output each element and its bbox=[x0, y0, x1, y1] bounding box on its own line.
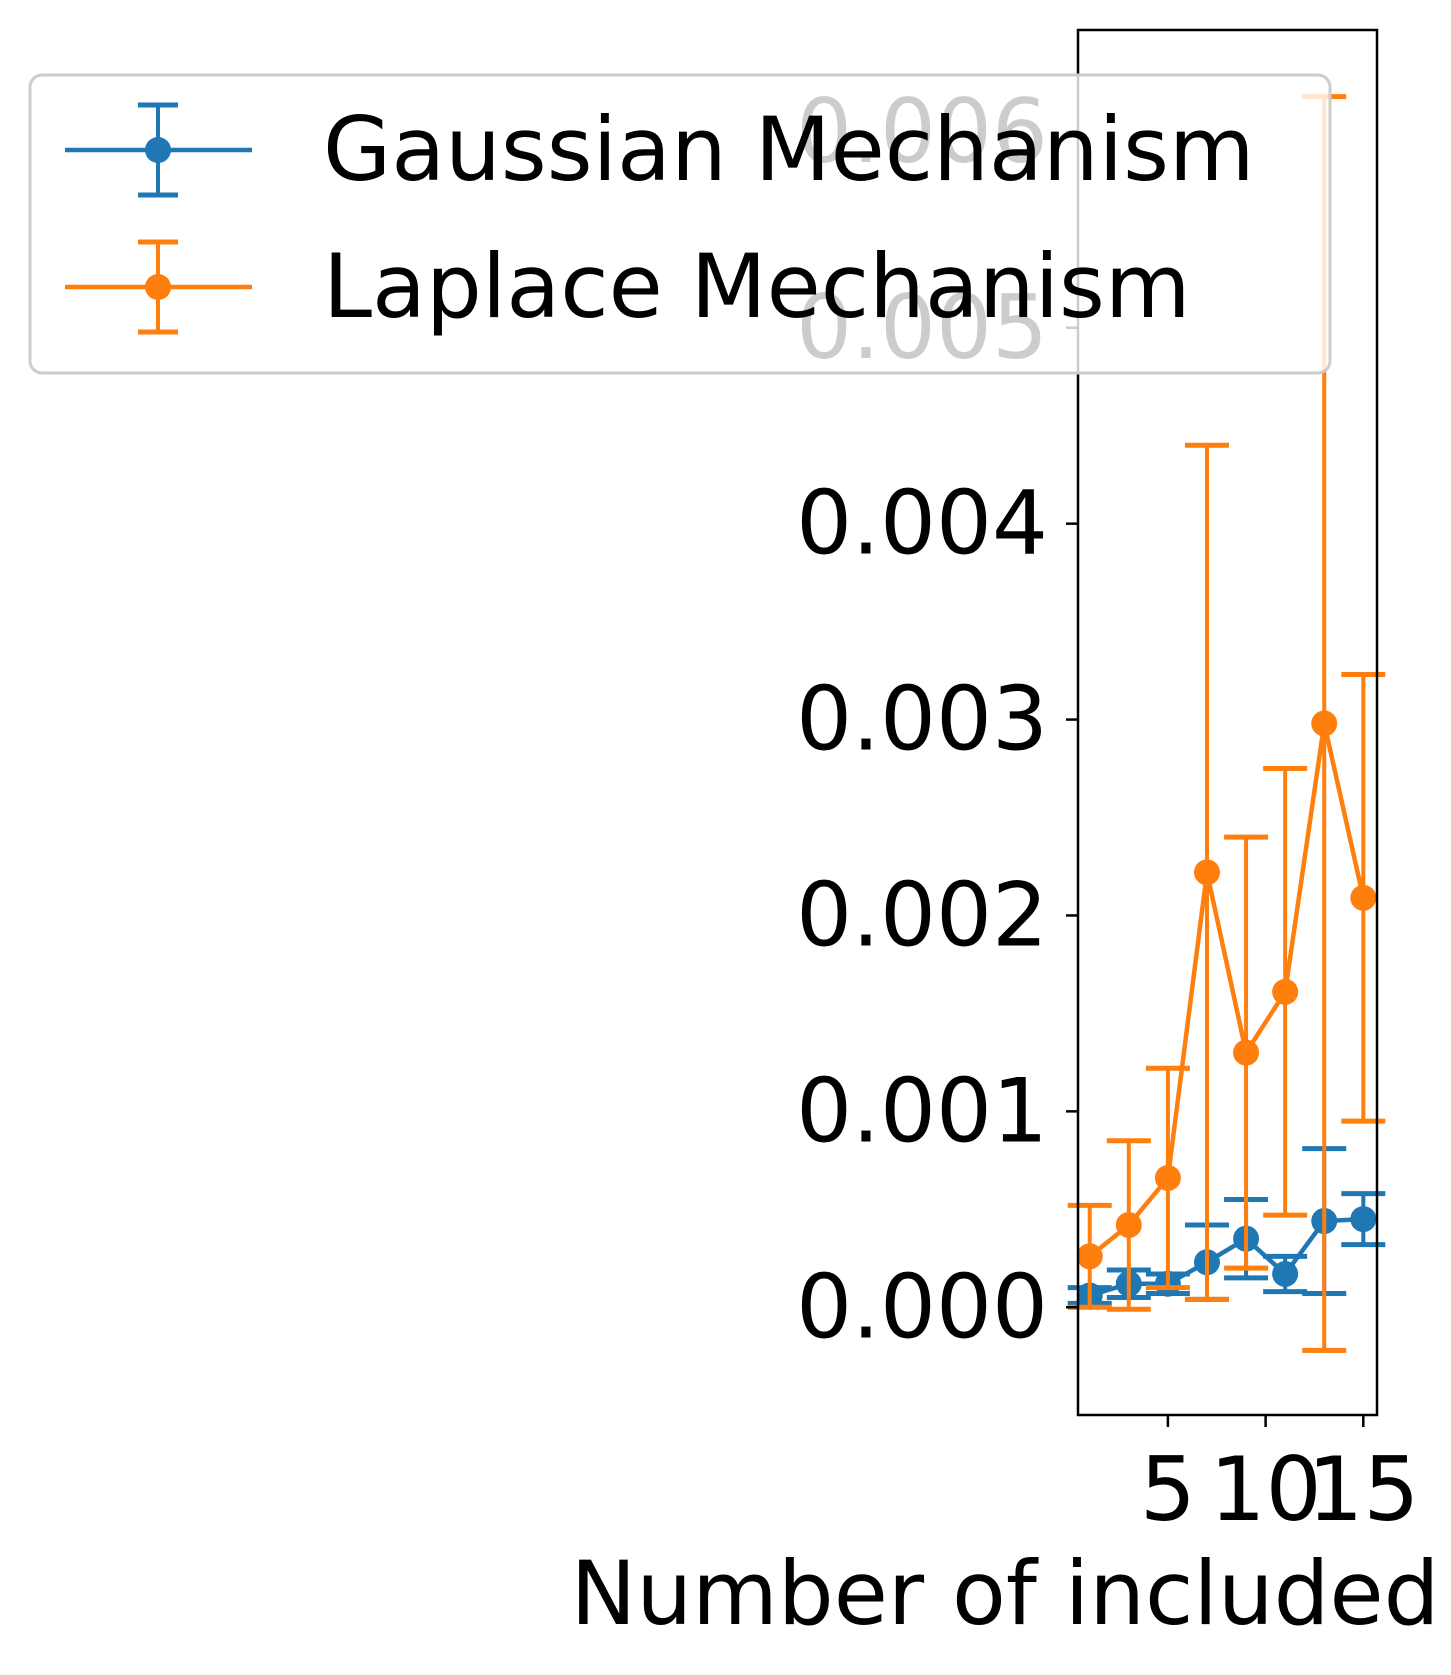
data-point bbox=[1272, 1260, 1299, 1287]
x-tick-label: 15 bbox=[1307, 1438, 1419, 1541]
legend-entry-0: Gaussian Mechanism bbox=[65, 98, 1255, 201]
data-point bbox=[1115, 1211, 1142, 1238]
data-point bbox=[1350, 1206, 1377, 1233]
y-tick-label: 0.000 bbox=[796, 1255, 1048, 1358]
legend-frame bbox=[28, 73, 1332, 375]
series-1 bbox=[1067, 94, 1386, 1353]
data-point bbox=[1076, 1243, 1103, 1270]
data-point bbox=[1272, 978, 1299, 1005]
x-tick-label: 5 bbox=[1140, 1438, 1196, 1541]
axes-frame bbox=[1076, 28, 1379, 1417]
legend-marker bbox=[145, 274, 171, 300]
x-axis-label: Number of included bbox=[571, 1542, 1440, 1645]
y-tick-label: 0.001 bbox=[796, 1059, 1048, 1162]
data-point bbox=[1350, 884, 1377, 911]
y-tick-label: 0.003 bbox=[796, 668, 1048, 771]
legend-label: Laplace Mechanism bbox=[323, 235, 1191, 338]
series-0 bbox=[1067, 1146, 1386, 1309]
y-tick-label: 0.004 bbox=[796, 472, 1048, 575]
legend-marker bbox=[145, 137, 171, 163]
data-point bbox=[1311, 710, 1338, 737]
data-point bbox=[1233, 1039, 1260, 1066]
legend: Gaussian Mechanism Laplace Mechanism bbox=[28, 73, 1332, 375]
legend-entry-1: Laplace Mechanism bbox=[65, 235, 1191, 338]
x-tick-label: 10 bbox=[1210, 1438, 1322, 1541]
data-point bbox=[1154, 1164, 1181, 1191]
legend-label: Gaussian Mechanism bbox=[323, 98, 1255, 201]
y-tick-label: 0.002 bbox=[796, 863, 1048, 966]
data-point bbox=[1193, 859, 1220, 886]
